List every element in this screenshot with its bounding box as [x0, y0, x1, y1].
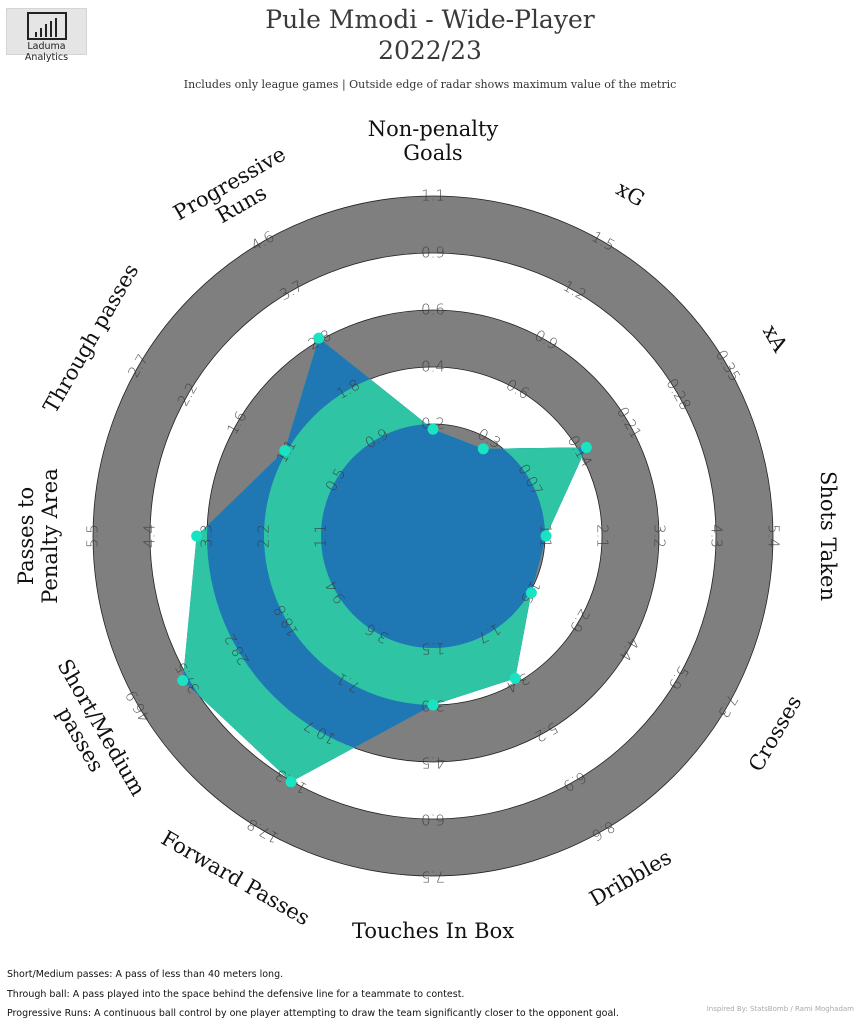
- axis-label-3: Shots Taken: [816, 471, 840, 601]
- axis-label-0: Non-penalty Goals: [368, 117, 499, 165]
- axis-label-line: Goals: [403, 141, 462, 165]
- tick-label-0-2: 0.4: [421, 358, 445, 376]
- tick-label-9-3: 3.3: [198, 524, 216, 548]
- tick-label-9-2: 2.2: [255, 524, 273, 548]
- axis-label-line: Non-penalty: [368, 117, 499, 141]
- tick-label-9-4: 4.4: [141, 524, 159, 548]
- data-point-9: [191, 530, 203, 542]
- chart-title-line1: Pule Mmodi - Wide-Player: [265, 5, 595, 34]
- logo-text: Laduma Analytics: [24, 41, 69, 63]
- tick-label-3-2: 2.1: [594, 524, 612, 548]
- axis-label-line: xA: [758, 321, 793, 357]
- tick-label-0-5: 1.1: [421, 187, 445, 205]
- axis-label-line: Penalty Area: [38, 468, 62, 604]
- footnote-progressive-runs: Progressive Runs: A continuous ball cont…: [7, 1008, 619, 1019]
- axis-label-line: Crosses: [744, 691, 807, 775]
- data-point-7: [285, 776, 297, 788]
- tick-label-9-5: 5.5: [84, 524, 102, 548]
- tick-label-0-3: 0.6: [421, 301, 445, 319]
- chart-subtitle: Includes only league games | Outside edg…: [183, 78, 677, 91]
- data-point-0: [427, 423, 439, 435]
- axis-label-11: ProgressiveRuns: [169, 142, 302, 246]
- chart-title-line2: 2022/23: [378, 36, 482, 65]
- radar-core: [378, 481, 488, 591]
- data-point-6: [427, 699, 439, 711]
- tick-label-6-1: 1.5: [421, 640, 445, 658]
- bar-chart-logo-icon: [27, 12, 67, 40]
- data-point-5: [509, 672, 521, 684]
- axis-label-6: Touches In Box: [352, 919, 514, 943]
- axis-label-line: Shots Taken: [816, 471, 840, 601]
- tick-label-6-3: 4.5: [421, 754, 445, 772]
- axis-label-4: Crosses: [744, 691, 807, 775]
- tick-label-9-1: 1.1: [312, 524, 330, 548]
- axis-label-line: Touches In Box: [352, 919, 514, 943]
- axis-label-2: xA: [758, 321, 793, 357]
- logo: Laduma Analytics: [6, 8, 87, 63]
- axis-label-9: Passes toPenalty Area: [14, 468, 62, 604]
- data-point-11: [313, 332, 325, 344]
- tick-label-3-3: 3.2: [651, 524, 669, 548]
- axis-label-line: Dribbles: [585, 845, 675, 911]
- tick-label-6-5: 7.5: [421, 868, 445, 886]
- footnote-short-medium: Short/Medium passes: A pass of less than…: [7, 969, 284, 980]
- tick-label-0-1: 0.2: [421, 415, 445, 433]
- radar-chart: 0.20.40.60.91.10.30.60.91.21.50.070.140.…: [14, 117, 840, 943]
- tick-label-6-4: 6.0: [421, 811, 445, 829]
- tick-label-3-4: 4.3: [708, 524, 726, 548]
- footnote-through-ball: Through ball: A pass played into the spa…: [7, 989, 465, 1000]
- data-point-2: [580, 441, 592, 453]
- axis-label-line: xG: [612, 176, 649, 211]
- axis-label-1: xG: [612, 176, 649, 211]
- tick-label-3-5: 5.4: [765, 524, 783, 548]
- data-point-3: [540, 530, 552, 542]
- axis-label-5: Dribbles: [585, 845, 675, 911]
- data-point-1: [477, 443, 489, 455]
- tick-label-0-4: 0.9: [421, 244, 445, 262]
- credit-text: Inspired By: StatsBomb / Rami Moghadam: [706, 1005, 854, 1013]
- axis-label-line: Passes to: [14, 487, 38, 585]
- data-point-10: [279, 444, 291, 456]
- data-point-4: [525, 587, 537, 599]
- data-point-8: [177, 674, 189, 686]
- chart-title: Pule Mmodi - Wide-Player 2022/23: [130, 4, 730, 66]
